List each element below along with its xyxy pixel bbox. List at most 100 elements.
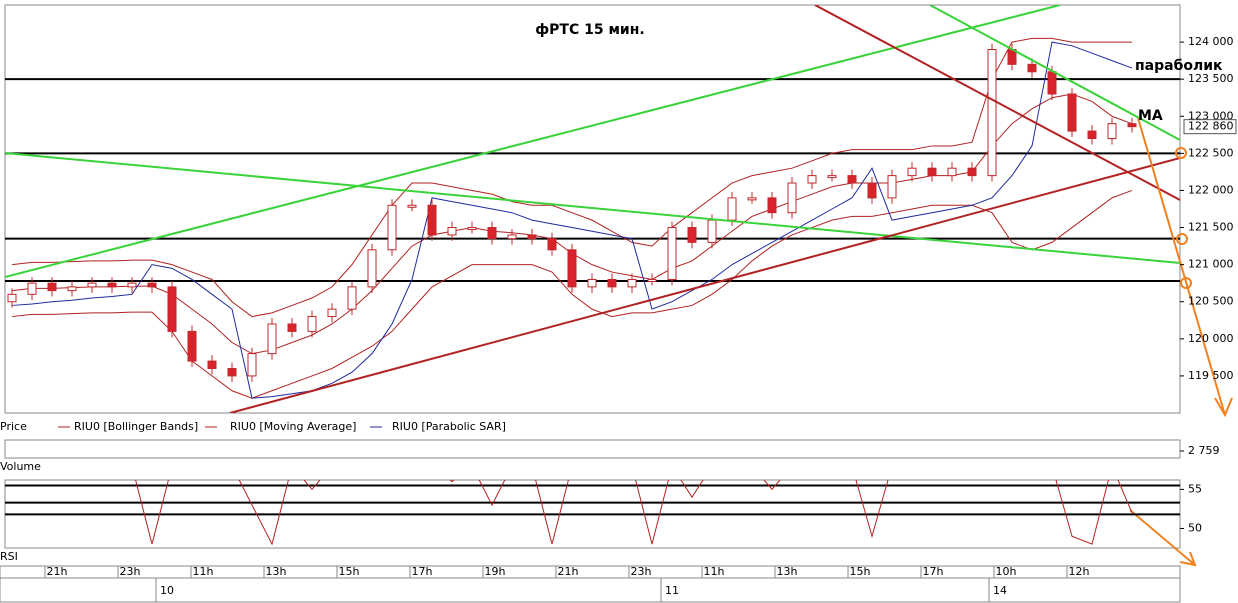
candle-body: [267, 323, 277, 355]
candle-body: [27, 282, 37, 295]
trend-line: [229, 157, 1180, 413]
x-tick-label: 21h: [47, 565, 68, 578]
legend-entry: RIU0 [Parabolic SAR]: [392, 420, 506, 433]
forecast-arrows: [1129, 117, 1233, 567]
candle-body: [727, 197, 737, 221]
candle-body: [907, 167, 917, 177]
candle-body: [1027, 63, 1037, 73]
candle-body: [187, 330, 197, 362]
arrow: [1137, 117, 1233, 418]
candle-body: [1127, 123, 1137, 128]
candle-body: [147, 282, 157, 288]
candle-body: [527, 234, 537, 240]
annotation: МА: [1138, 108, 1163, 124]
candle-body: [87, 282, 97, 288]
candle-body: [827, 175, 837, 179]
legend-entry: RIU0 [Bollinger Bands]: [74, 420, 198, 433]
candle-body: [47, 282, 57, 292]
candle-body: [1087, 130, 1097, 140]
candle-body: [227, 367, 237, 377]
candle-body: [367, 249, 377, 288]
marker: [1175, 147, 1187, 159]
candle-body: [247, 353, 257, 377]
x-tick-label: 15h: [850, 565, 871, 578]
date-label: 11: [665, 584, 679, 597]
candle-body: [647, 278, 657, 282]
candle-body: [947, 167, 957, 177]
time-axis: [0, 565, 1181, 603]
candle-body: [327, 308, 337, 318]
candle-body: [547, 238, 557, 251]
candle-body: [7, 293, 17, 303]
candle-body: [387, 204, 397, 251]
y-tick-label: 121 000: [1188, 258, 1234, 271]
annotation: параболик: [1135, 58, 1223, 74]
candle-body: [307, 316, 317, 332]
x-tick-label: 19h: [485, 565, 506, 578]
candle-body: [1067, 93, 1077, 132]
plot-area: [5, 37, 1180, 399]
candle-body: [127, 282, 137, 288]
x-tick-label: 10h: [996, 565, 1017, 578]
candle-body: [467, 227, 477, 231]
x-tick-label: 11h: [193, 565, 214, 578]
x-tick-label: 21h: [558, 565, 579, 578]
y-tick-label: 123 500: [1188, 72, 1234, 85]
y-tick-label: 122 500: [1188, 146, 1234, 159]
x-tick-label: 17h: [412, 565, 433, 578]
rsi-plot: [5, 480, 1180, 546]
candle-body: [967, 167, 977, 177]
candle-body: [767, 197, 777, 214]
candle-body: [607, 278, 617, 288]
candle-body: [507, 234, 517, 240]
candle-body: [747, 197, 757, 201]
marker: [1180, 277, 1192, 289]
legend-entry: RIU0 [Moving Average]: [230, 420, 356, 433]
y-tick-label: 119 500: [1188, 369, 1234, 382]
candle-body: [567, 249, 577, 288]
rsi-tick-label: 55: [1188, 482, 1202, 495]
candle-body: [927, 167, 937, 177]
trend-lines: [5, 5, 1180, 413]
candle-body: [807, 175, 817, 184]
candle-body: [667, 227, 677, 280]
last-price-box: [1183, 119, 1237, 135]
x-tick-label: 15h: [339, 565, 360, 578]
y-tick-label: 122 000: [1188, 183, 1234, 196]
candle-body: [67, 286, 77, 292]
trend-line: [5, 152, 1180, 264]
x-tick-label: 12h: [1069, 565, 1090, 578]
candle-body: [347, 286, 357, 310]
y-tick-label: 123 000: [1188, 109, 1234, 122]
candle-body: [487, 227, 497, 240]
chart-title: фРТС 15 мин.: [535, 22, 644, 38]
x-tick-label: 17h: [923, 565, 944, 578]
candle-body: [287, 323, 297, 332]
panel-label: RSI: [0, 550, 18, 563]
x-tick-label: 11h: [704, 565, 725, 578]
last-price-label: 122 860: [1188, 120, 1234, 133]
volume-tick-label: 2 759: [1188, 444, 1220, 457]
candle-body: [1047, 71, 1057, 95]
volume-panel: [4, 439, 1181, 459]
candle-body: [847, 175, 857, 184]
candle-body: [167, 286, 177, 332]
marker: [1176, 233, 1188, 245]
candle-body: [887, 175, 897, 199]
date-label: 14: [993, 584, 1007, 597]
candle-body: [687, 227, 697, 243]
candle-body: [707, 219, 717, 243]
x-tick-label: 23h: [120, 565, 141, 578]
candle-body: [207, 360, 217, 369]
rsi-tick-label: 50: [1188, 521, 1202, 534]
candle-body: [627, 278, 637, 288]
panel-label: Volume: [0, 460, 41, 473]
candle-body: [447, 227, 457, 236]
trend-line: [5, 5, 1061, 278]
candle-body: [987, 49, 997, 177]
indicator-line: [11, 189, 1133, 399]
date-label: 10: [160, 584, 174, 597]
arrow: [1129, 509, 1197, 567]
x-tick-label: 23h: [631, 565, 652, 578]
